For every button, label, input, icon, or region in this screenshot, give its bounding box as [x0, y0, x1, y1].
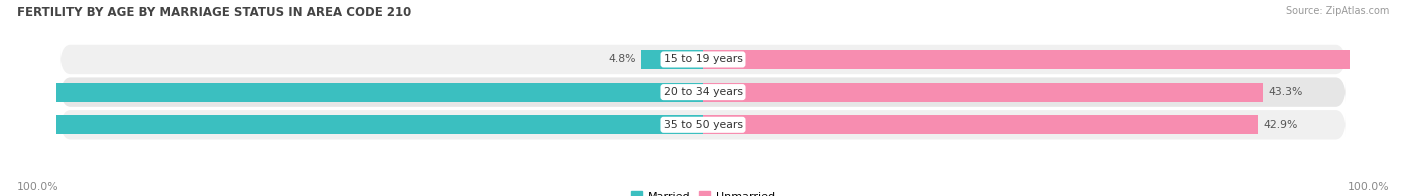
- Text: 20 to 34 years: 20 to 34 years: [664, 87, 742, 97]
- Text: 15 to 19 years: 15 to 19 years: [664, 54, 742, 64]
- FancyBboxPatch shape: [60, 110, 1346, 140]
- FancyBboxPatch shape: [60, 45, 1346, 74]
- Text: Source: ZipAtlas.com: Source: ZipAtlas.com: [1285, 6, 1389, 16]
- Text: FERTILITY BY AGE BY MARRIAGE STATUS IN AREA CODE 210: FERTILITY BY AGE BY MARRIAGE STATUS IN A…: [17, 6, 411, 19]
- Text: 4.8%: 4.8%: [609, 54, 636, 64]
- Bar: [641, 50, 703, 69]
- Text: 42.9%: 42.9%: [1263, 120, 1298, 130]
- Bar: [703, 115, 1258, 134]
- Bar: [703, 50, 1406, 69]
- Legend: Married, Unmarried: Married, Unmarried: [627, 187, 779, 196]
- Text: 35 to 50 years: 35 to 50 years: [664, 120, 742, 130]
- FancyBboxPatch shape: [60, 77, 1346, 107]
- Text: 43.3%: 43.3%: [1268, 87, 1302, 97]
- Bar: [0, 83, 703, 102]
- Text: 100.0%: 100.0%: [17, 182, 59, 192]
- Bar: [703, 83, 1263, 102]
- Text: 100.0%: 100.0%: [1347, 182, 1389, 192]
- Bar: [0, 115, 703, 134]
